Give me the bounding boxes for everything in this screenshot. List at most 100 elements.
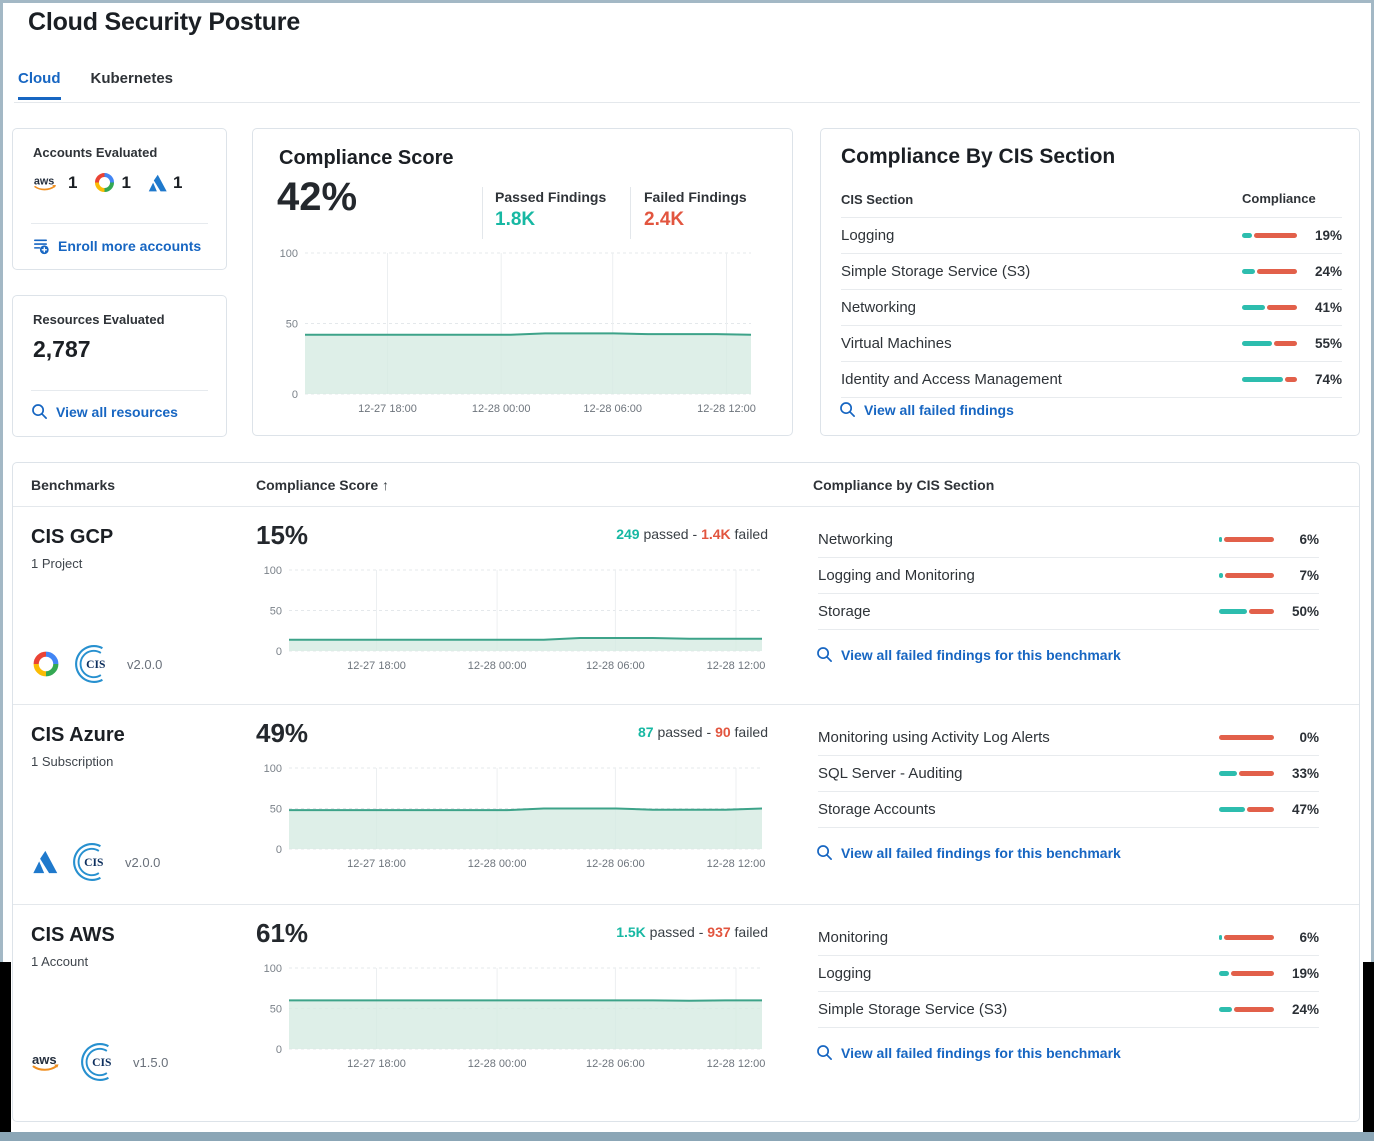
search-icon <box>840 402 855 417</box>
benchmark-version: v2.0.0 <box>127 656 163 672</box>
gcp-logo-icon <box>33 651 59 677</box>
cis-section-row: Monitoring 6% <box>818 920 1319 956</box>
compliance-score-value: 42% <box>277 175 358 219</box>
svg-text:12-28 06:00: 12-28 06:00 <box>583 403 642 415</box>
benchmark-row-cis-aws: CIS AWS 1 Account aws CIS v1.5.0 61% 1.5… <box>13 904 1359 1123</box>
benchmark-logos: CIS v2.0.0 <box>31 642 162 686</box>
svg-text:12-28 12:00: 12-28 12:00 <box>707 858 766 870</box>
benchmark-version: v2.0.0 <box>125 854 161 870</box>
compliance-bar <box>1242 340 1297 346</box>
benchmark-score-chart: 0 50 100 12-27 18:00 12-28 00:00 12-28 06:00 1… <box>253 760 768 872</box>
cis-sections-column-header: Compliance by CIS Section <box>813 477 995 493</box>
compliance-bar <box>1219 608 1274 614</box>
svg-text:100: 100 <box>264 565 282 577</box>
aws-logo-icon: aws <box>32 1052 59 1071</box>
cis-section-row: Simple Storage Service (S3) 24% <box>841 254 1342 290</box>
window-bottom-edge <box>0 1132 1374 1141</box>
compliance-bar <box>1219 1006 1274 1012</box>
failed-findings-stat: Failed Findings 2.4K <box>644 189 747 230</box>
cis-section-column: CIS Section <box>841 192 914 207</box>
svg-text:CIS: CIS <box>92 1056 111 1069</box>
stat-divider <box>630 187 631 239</box>
search-icon <box>817 1045 832 1060</box>
compliance-by-cis-section-card: Compliance By CIS Section CIS Section Co… <box>820 128 1360 436</box>
resources-evaluated-title: Resources Evaluated <box>33 312 165 327</box>
compliance-score-card: Compliance Score 42% Passed Findings 1.8… <box>252 128 793 436</box>
compliance-score-title: Compliance Score <box>279 147 454 169</box>
benchmark-version: v1.5.0 <box>133 1054 169 1070</box>
cis-section-row: Logging and Monitoring 7% <box>818 558 1319 594</box>
aws-logo-icon: aws <box>34 175 56 190</box>
compliance-column: Compliance <box>1242 191 1316 206</box>
screen-background-right <box>1363 962 1374 1132</box>
cis-section-row: Logging 19% <box>818 956 1319 992</box>
view-failed-findings-benchmark-link[interactable]: View all failed findings for this benchm… <box>816 1044 1121 1061</box>
svg-text:12-28 00:00: 12-28 00:00 <box>468 660 527 672</box>
card-divider <box>31 390 208 391</box>
compliance-bar <box>1219 934 1274 940</box>
view-all-resources-link[interactable]: View all resources <box>31 403 178 420</box>
svg-text:12-28 06:00: 12-28 06:00 <box>586 1058 645 1070</box>
svg-text:50: 50 <box>286 319 298 331</box>
view-failed-findings-benchmark-link[interactable]: View all failed findings for this benchm… <box>816 646 1121 663</box>
accounts-evaluated-card: Accounts Evaluated aws 1 1 <box>12 128 227 270</box>
tab-cloud[interactable]: Cloud <box>18 70 61 100</box>
svg-text:12-28 06:00: 12-28 06:00 <box>586 660 645 672</box>
benchmark-row-cis-gcp: CIS GCP 1 Project CIS v2.0.0 15% 249 <box>13 506 1359 705</box>
svg-text:100: 100 <box>264 763 282 775</box>
cis-section-card-title: Compliance By CIS Section <box>841 145 1116 168</box>
view-all-failed-findings-link[interactable]: View all failed findings <box>839 401 1014 418</box>
search-icon <box>32 404 47 419</box>
enroll-accounts-icon <box>33 239 49 255</box>
compliance-score-column-header[interactable]: Compliance Score ↑ <box>256 477 390 493</box>
cis-section-row: Monitoring using Activity Log Alerts 0% <box>818 720 1319 756</box>
compliance-bar <box>1219 970 1274 976</box>
benchmark-score-chart: 0 50 100 12-27 18:00 12-28 00:00 12-28 06:00 1… <box>253 960 768 1072</box>
table-header-divider <box>13 506 1359 507</box>
azure-logo-icon <box>33 850 58 874</box>
tab-bar: Cloud Kubernetes <box>18 70 173 100</box>
sort-ascending-icon: ↑ <box>382 477 390 493</box>
gcp-account-count: 1 <box>93 171 131 194</box>
compliance-bar <box>1242 268 1297 274</box>
search-icon <box>817 845 832 860</box>
cis-section-row: Networking 6% <box>818 522 1319 558</box>
benchmarks-table-card: Benchmarks Compliance Score ↑ Compliance… <box>12 462 1360 1122</box>
gcp-logo-icon <box>95 172 115 193</box>
compliance-bar <box>1219 770 1274 776</box>
svg-text:12-27 18:00: 12-27 18:00 <box>347 858 406 870</box>
enroll-more-accounts-link[interactable]: Enroll more accounts <box>31 236 201 255</box>
view-failed-findings-benchmark-link[interactable]: View all failed findings for this benchm… <box>816 844 1121 861</box>
accounts-evaluated-title: Accounts Evaluated <box>33 145 158 160</box>
compliance-score-chart: 0 50 100 12-27 18:00 12-28 00:00 12-28 06:00 1… <box>269 245 757 417</box>
cis-logo-icon: CIS <box>73 843 103 881</box>
cis-section-table: Logging 19% Simple Storage Service (S3) … <box>841 217 1342 398</box>
svg-text:0: 0 <box>292 389 298 401</box>
compliance-bar <box>1242 376 1297 382</box>
benchmark-scope: 1 Project <box>31 556 83 571</box>
screen-background-left <box>0 962 11 1132</box>
benchmarks-column-header: Benchmarks <box>31 477 116 493</box>
benchmark-score-chart: 0 50 100 12-27 18:00 12-28 00:00 12-28 06:00 1… <box>253 562 768 674</box>
benchmark-score: 61% <box>256 918 309 948</box>
cis-logo-icon: CIS <box>75 645 105 683</box>
resources-evaluated-card: Resources Evaluated 2,787 View all resou… <box>12 295 227 437</box>
svg-text:0: 0 <box>276 1044 282 1056</box>
svg-text:12-27 18:00: 12-27 18:00 <box>358 403 417 415</box>
cis-section-row: Networking 41% <box>841 290 1342 326</box>
svg-text:12-28 12:00: 12-28 12:00 <box>697 403 756 415</box>
benchmark-logos: aws CIS v1.5.0 <box>31 1040 168 1084</box>
passed-findings-value: 1.8K <box>495 209 536 230</box>
benchmark-cis-sections: Networking 6% Logging and Monitoring 7% … <box>818 522 1319 630</box>
benchmark-row-cis-azure: CIS Azure 1 Subscription CIS v2.0.0 49% … <box>13 704 1359 905</box>
passed-failed-summary: 1.5K passed - 937 failed <box>616 924 768 940</box>
svg-text:CIS: CIS <box>86 658 105 671</box>
provider-counts: aws 1 1 1 <box>33 171 182 194</box>
svg-text:12-28 12:00: 12-28 12:00 <box>707 1058 766 1070</box>
svg-text:100: 100 <box>280 248 298 260</box>
svg-text:50: 50 <box>270 1004 282 1016</box>
benchmark-score: 49% <box>256 718 309 748</box>
benchmark-score: 15% <box>256 520 309 550</box>
tab-kubernetes[interactable]: Kubernetes <box>90 70 174 87</box>
benchmark-scope: 1 Subscription <box>31 754 114 769</box>
